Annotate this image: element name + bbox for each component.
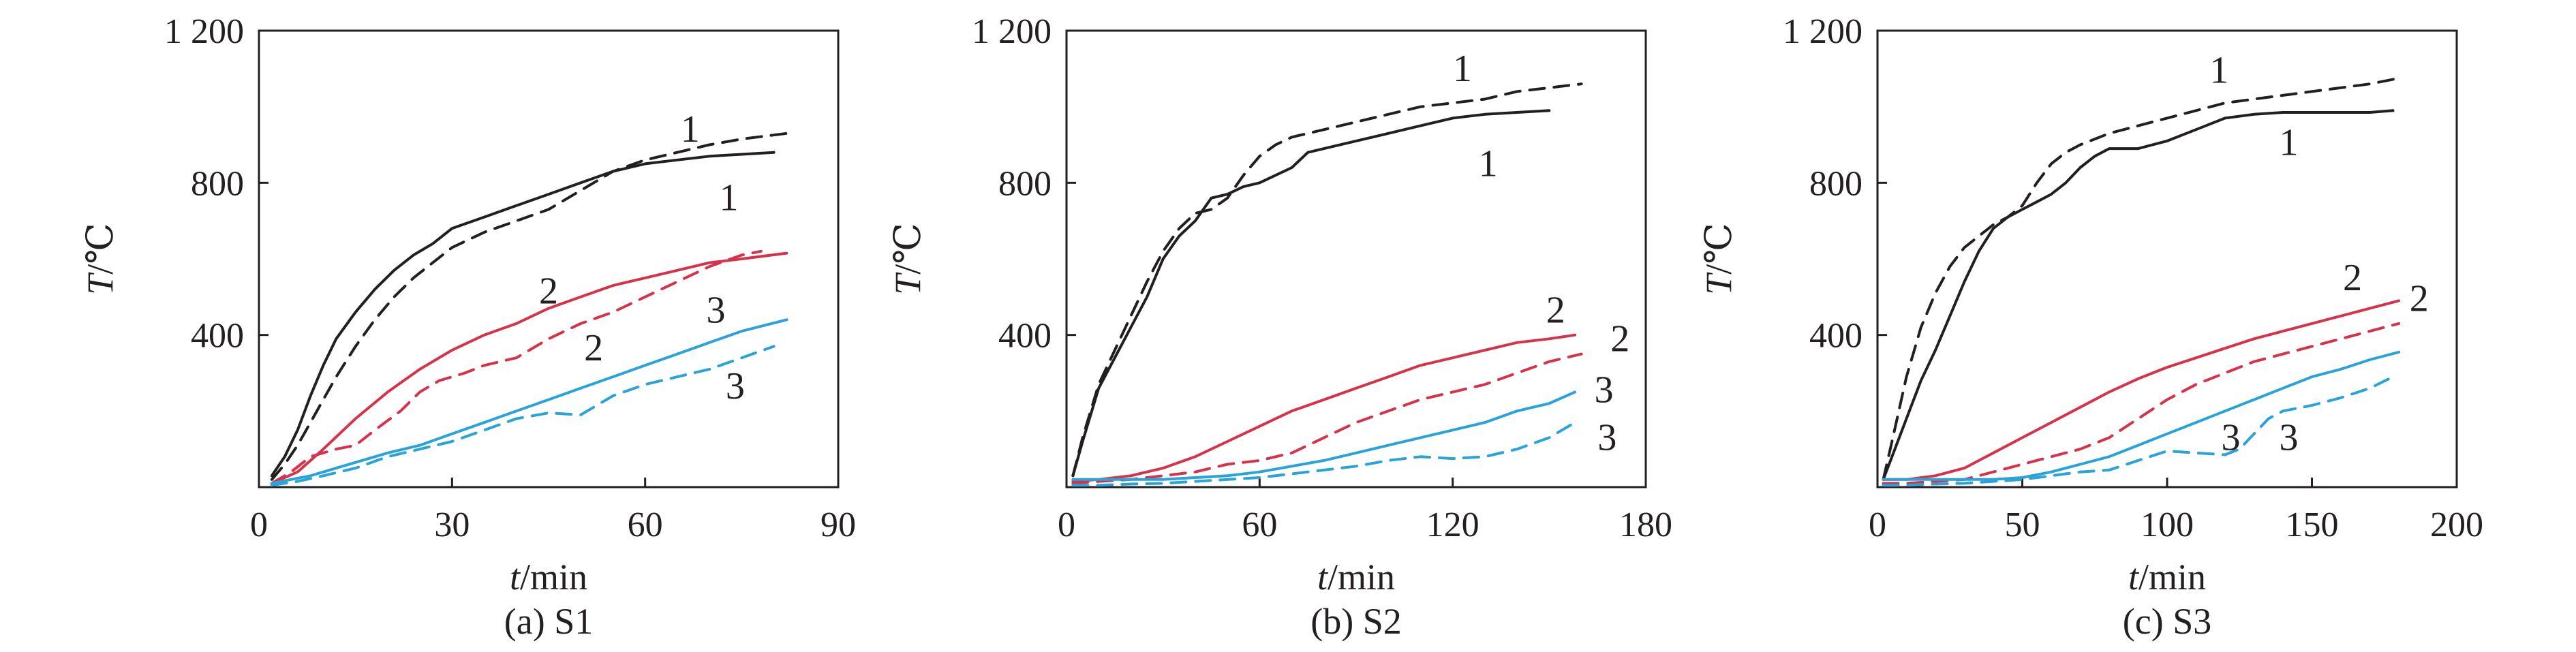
curve-label-2: 2 xyxy=(2343,257,2362,299)
curve-label-2: 2 xyxy=(1546,289,1565,331)
y-axis-title: T/℃ xyxy=(1698,223,1739,294)
curve-label-3: 3 xyxy=(2222,416,2241,459)
plot-frame xyxy=(258,29,840,488)
x-tick-label: 50 xyxy=(2005,506,2040,544)
curve-label-3: 3 xyxy=(1597,416,1616,459)
panel-caption: (c) S3 xyxy=(2123,601,2211,642)
series-1-dashed-line xyxy=(1071,82,1583,478)
chart-panel-3: 0 50 100 150 200 400 800 1 200 1 1 2 2 3 3 t/min T/℃ (c)… xyxy=(1698,12,2483,642)
panel-caption: (a) S1 xyxy=(504,601,593,642)
series-1-dashed-line xyxy=(1882,76,2400,481)
series-3-dashed-line xyxy=(1071,421,1577,487)
curve-label-1: 1 xyxy=(1479,142,1498,185)
series-2-dashed-line xyxy=(270,249,763,485)
series-3-solid-line xyxy=(1071,390,1577,481)
curve-label-1: 1 xyxy=(681,108,700,151)
x-axis-title: t/min xyxy=(1317,557,1395,597)
x-axis-title: t/min xyxy=(2128,557,2206,597)
curve-label-1: 1 xyxy=(1453,48,1472,90)
y-axis-title-unit: /℃ xyxy=(1698,223,1739,274)
curve-label-1: 1 xyxy=(2280,122,2299,164)
curve-label-1: 1 xyxy=(2210,50,2229,92)
x-axis-title: t/min xyxy=(510,557,587,597)
curve-label-3: 3 xyxy=(726,365,745,407)
x-tick-label: 30 xyxy=(434,506,470,544)
curve-label-2: 2 xyxy=(584,327,603,369)
y-tick-label: 400 xyxy=(998,317,1052,356)
chart-panel-1: 0 30 60 90 400 800 1 200 11 22 33 t/min T/℃ (a) S1 xyxy=(80,12,856,642)
x-tick-label: 0 xyxy=(250,506,268,544)
curve-label-3: 3 xyxy=(707,289,726,331)
y-tick-label: 800 xyxy=(191,164,244,203)
y-axis-title-symbol: T xyxy=(887,272,928,295)
series-1-solid-line xyxy=(270,151,776,478)
y-tick-label: 800 xyxy=(998,164,1052,203)
y-tick-label: 800 xyxy=(1809,164,1862,203)
x-tick-label: 90 xyxy=(821,506,856,544)
y-tick-label: 1 200 xyxy=(1783,12,1862,51)
curve-label-2: 2 xyxy=(2410,278,2429,320)
plot-frame xyxy=(1065,29,1647,488)
curve-label-3: 3 xyxy=(2280,416,2299,459)
x-tick-label: 60 xyxy=(628,506,663,544)
x-axis-title-unit: /min xyxy=(1328,557,1395,597)
series-3-dashed-line xyxy=(270,345,776,487)
x-tick-label: 150 xyxy=(2286,506,2339,544)
y-tick-label: 1 200 xyxy=(164,12,244,51)
x-tick-label: 0 xyxy=(1869,506,1886,544)
series-1-solid-line xyxy=(1882,109,2395,481)
x-tick-label: 60 xyxy=(1242,506,1277,544)
y-axis-title-symbol: T xyxy=(80,272,121,295)
y-tick-label: 400 xyxy=(1809,317,1862,356)
y-axis-title-unit: /℃ xyxy=(80,223,121,274)
x-axis-title-symbol: t xyxy=(1317,557,1329,597)
y-axis-title: T/℃ xyxy=(80,223,121,294)
series-3-solid-line xyxy=(1882,350,2400,481)
series-2-solid-line xyxy=(1071,333,1577,483)
x-axis-title-symbol: t xyxy=(510,557,521,597)
curve-label-1: 1 xyxy=(719,177,738,219)
panel-caption: (b) S2 xyxy=(1310,601,1402,642)
y-tick-label: 400 xyxy=(191,317,244,356)
y-axis-title: T/℃ xyxy=(887,223,928,294)
curve-label-2: 2 xyxy=(1610,317,1629,360)
series-2-solid-line xyxy=(270,251,788,485)
series-2-dashed-line xyxy=(1071,352,1583,485)
x-axis-title-symbol: t xyxy=(2128,557,2140,597)
y-axis-title-symbol: T xyxy=(1698,272,1739,295)
x-tick-label: 200 xyxy=(2430,506,2483,544)
y-axis-title-unit: /℃ xyxy=(887,223,928,274)
series-1-dashed-line xyxy=(270,131,788,481)
curve-label-3: 3 xyxy=(1595,369,1614,412)
series-2-solid-line xyxy=(1882,299,2400,481)
series-3-solid-line xyxy=(270,318,788,485)
series-1-solid-line xyxy=(1071,109,1551,478)
x-axis-title-unit: /min xyxy=(520,557,587,597)
x-tick-label: 100 xyxy=(2141,506,2194,544)
curve-label-2: 2 xyxy=(539,270,558,312)
x-tick-label: 120 xyxy=(1426,506,1479,544)
x-axis-title-unit: /min xyxy=(2138,557,2206,597)
x-tick-label: 0 xyxy=(1058,506,1075,544)
y-tick-label: 1 200 xyxy=(972,12,1052,51)
x-tick-label: 180 xyxy=(1619,506,1672,544)
